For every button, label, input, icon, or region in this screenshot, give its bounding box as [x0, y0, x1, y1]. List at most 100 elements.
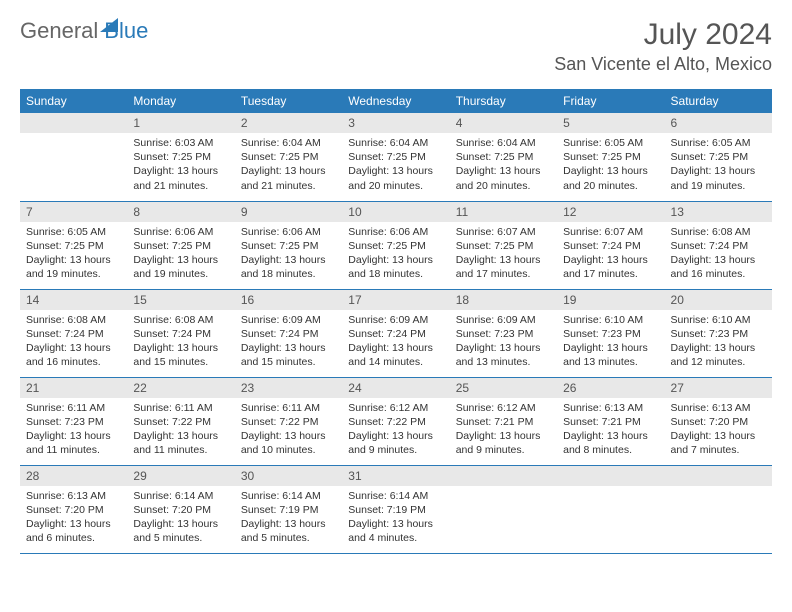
calendar-cell: 26Sunrise: 6:13 AMSunset: 7:21 PMDayligh…	[557, 377, 664, 465]
day-details: Sunrise: 6:06 AMSunset: 7:25 PMDaylight:…	[235, 222, 342, 287]
day-details: Sunrise: 6:05 AMSunset: 7:25 PMDaylight:…	[557, 133, 664, 198]
calendar-cell: 7Sunrise: 6:05 AMSunset: 7:25 PMDaylight…	[20, 201, 127, 289]
calendar-cell: 6Sunrise: 6:05 AMSunset: 7:25 PMDaylight…	[665, 113, 772, 201]
calendar-cell: 20Sunrise: 6:10 AMSunset: 7:23 PMDayligh…	[665, 289, 772, 377]
weekday-header: Sunday	[20, 89, 127, 113]
location-title: San Vicente el Alto, Mexico	[554, 54, 772, 75]
day-details: Sunrise: 6:14 AMSunset: 7:20 PMDaylight:…	[127, 486, 234, 551]
day-details: Sunrise: 6:06 AMSunset: 7:25 PMDaylight:…	[342, 222, 449, 287]
day-details: Sunrise: 6:05 AMSunset: 7:25 PMDaylight:…	[665, 133, 772, 198]
day-details: Sunrise: 6:03 AMSunset: 7:25 PMDaylight:…	[127, 133, 234, 198]
day-details: Sunrise: 6:13 AMSunset: 7:20 PMDaylight:…	[665, 398, 772, 463]
calendar-cell: 13Sunrise: 6:08 AMSunset: 7:24 PMDayligh…	[665, 201, 772, 289]
calendar-cell: 8Sunrise: 6:06 AMSunset: 7:25 PMDaylight…	[127, 201, 234, 289]
calendar-cell: 10Sunrise: 6:06 AMSunset: 7:25 PMDayligh…	[342, 201, 449, 289]
calendar-cell: 25Sunrise: 6:12 AMSunset: 7:21 PMDayligh…	[450, 377, 557, 465]
month-title: July 2024	[554, 18, 772, 52]
day-number: 3	[342, 113, 449, 133]
day-details: Sunrise: 6:08 AMSunset: 7:24 PMDaylight:…	[127, 310, 234, 375]
calendar-cell: 4Sunrise: 6:04 AMSunset: 7:25 PMDaylight…	[450, 113, 557, 201]
day-number: 8	[127, 202, 234, 222]
day-details: Sunrise: 6:08 AMSunset: 7:24 PMDaylight:…	[665, 222, 772, 287]
day-number: 23	[235, 378, 342, 398]
day-details: Sunrise: 6:09 AMSunset: 7:24 PMDaylight:…	[235, 310, 342, 375]
day-number: 27	[665, 378, 772, 398]
day-details: Sunrise: 6:12 AMSunset: 7:22 PMDaylight:…	[342, 398, 449, 463]
calendar-row: 1Sunrise: 6:03 AMSunset: 7:25 PMDaylight…	[20, 113, 772, 201]
title-block: July 2024 San Vicente el Alto, Mexico	[554, 18, 772, 75]
calendar-cell: 3Sunrise: 6:04 AMSunset: 7:25 PMDaylight…	[342, 113, 449, 201]
day-number: 20	[665, 290, 772, 310]
weekday-header: Thursday	[450, 89, 557, 113]
day-details: Sunrise: 6:12 AMSunset: 7:21 PMDaylight:…	[450, 398, 557, 463]
day-number: 21	[20, 378, 127, 398]
day-number: 7	[20, 202, 127, 222]
day-details: Sunrise: 6:14 AMSunset: 7:19 PMDaylight:…	[235, 486, 342, 551]
day-number: 22	[127, 378, 234, 398]
day-details: Sunrise: 6:10 AMSunset: 7:23 PMDaylight:…	[665, 310, 772, 375]
day-number: 6	[665, 113, 772, 133]
day-details: Sunrise: 6:08 AMSunset: 7:24 PMDaylight:…	[20, 310, 127, 375]
calendar-body: 1Sunrise: 6:03 AMSunset: 7:25 PMDaylight…	[20, 113, 772, 553]
day-number: 16	[235, 290, 342, 310]
calendar-row: 14Sunrise: 6:08 AMSunset: 7:24 PMDayligh…	[20, 289, 772, 377]
calendar-cell: 16Sunrise: 6:09 AMSunset: 7:24 PMDayligh…	[235, 289, 342, 377]
calendar-cell	[20, 113, 127, 201]
day-details: Sunrise: 6:04 AMSunset: 7:25 PMDaylight:…	[342, 133, 449, 198]
calendar-cell: 31Sunrise: 6:14 AMSunset: 7:19 PMDayligh…	[342, 465, 449, 553]
calendar-cell: 23Sunrise: 6:11 AMSunset: 7:22 PMDayligh…	[235, 377, 342, 465]
day-details: Sunrise: 6:11 AMSunset: 7:22 PMDaylight:…	[127, 398, 234, 463]
empty-day	[450, 466, 557, 486]
day-number: 31	[342, 466, 449, 486]
calendar-cell: 24Sunrise: 6:12 AMSunset: 7:22 PMDayligh…	[342, 377, 449, 465]
day-details: Sunrise: 6:13 AMSunset: 7:21 PMDaylight:…	[557, 398, 664, 463]
day-details: Sunrise: 6:11 AMSunset: 7:23 PMDaylight:…	[20, 398, 127, 463]
day-number: 4	[450, 113, 557, 133]
calendar-cell	[665, 465, 772, 553]
page-header: General Blue July 2024 San Vicente el Al…	[20, 18, 772, 75]
day-details: Sunrise: 6:09 AMSunset: 7:23 PMDaylight:…	[450, 310, 557, 375]
calendar-cell: 1Sunrise: 6:03 AMSunset: 7:25 PMDaylight…	[127, 113, 234, 201]
calendar-row: 7Sunrise: 6:05 AMSunset: 7:25 PMDaylight…	[20, 201, 772, 289]
calendar-cell	[450, 465, 557, 553]
day-details: Sunrise: 6:11 AMSunset: 7:22 PMDaylight:…	[235, 398, 342, 463]
calendar-cell: 9Sunrise: 6:06 AMSunset: 7:25 PMDaylight…	[235, 201, 342, 289]
day-number: 2	[235, 113, 342, 133]
day-number: 5	[557, 113, 664, 133]
calendar-cell: 19Sunrise: 6:10 AMSunset: 7:23 PMDayligh…	[557, 289, 664, 377]
calendar-cell: 18Sunrise: 6:09 AMSunset: 7:23 PMDayligh…	[450, 289, 557, 377]
day-number: 24	[342, 378, 449, 398]
weekday-header: Wednesday	[342, 89, 449, 113]
brand-logo: General Blue	[20, 18, 148, 44]
day-number: 26	[557, 378, 664, 398]
day-number: 10	[342, 202, 449, 222]
day-details: Sunrise: 6:04 AMSunset: 7:25 PMDaylight:…	[450, 133, 557, 198]
day-number: 15	[127, 290, 234, 310]
weekday-header: Friday	[557, 89, 664, 113]
weekday-header: Saturday	[665, 89, 772, 113]
weekday-row: SundayMondayTuesdayWednesdayThursdayFrid…	[20, 89, 772, 113]
empty-day	[665, 466, 772, 486]
day-number: 29	[127, 466, 234, 486]
calendar-head: SundayMondayTuesdayWednesdayThursdayFrid…	[20, 89, 772, 113]
calendar-table: SundayMondayTuesdayWednesdayThursdayFrid…	[20, 89, 772, 554]
day-number: 9	[235, 202, 342, 222]
calendar-cell: 5Sunrise: 6:05 AMSunset: 7:25 PMDaylight…	[557, 113, 664, 201]
day-details: Sunrise: 6:10 AMSunset: 7:23 PMDaylight:…	[557, 310, 664, 375]
day-number: 18	[450, 290, 557, 310]
calendar-row: 28Sunrise: 6:13 AMSunset: 7:20 PMDayligh…	[20, 465, 772, 553]
day-details: Sunrise: 6:14 AMSunset: 7:19 PMDaylight:…	[342, 486, 449, 551]
calendar-cell: 14Sunrise: 6:08 AMSunset: 7:24 PMDayligh…	[20, 289, 127, 377]
calendar-cell: 21Sunrise: 6:11 AMSunset: 7:23 PMDayligh…	[20, 377, 127, 465]
day-number: 13	[665, 202, 772, 222]
day-number: 11	[450, 202, 557, 222]
day-number: 19	[557, 290, 664, 310]
weekday-header: Tuesday	[235, 89, 342, 113]
logo-text-1: General	[20, 18, 98, 44]
day-number: 25	[450, 378, 557, 398]
calendar-row: 21Sunrise: 6:11 AMSunset: 7:23 PMDayligh…	[20, 377, 772, 465]
day-details: Sunrise: 6:05 AMSunset: 7:25 PMDaylight:…	[20, 222, 127, 287]
day-details: Sunrise: 6:07 AMSunset: 7:24 PMDaylight:…	[557, 222, 664, 287]
day-number: 14	[20, 290, 127, 310]
calendar-cell: 29Sunrise: 6:14 AMSunset: 7:20 PMDayligh…	[127, 465, 234, 553]
